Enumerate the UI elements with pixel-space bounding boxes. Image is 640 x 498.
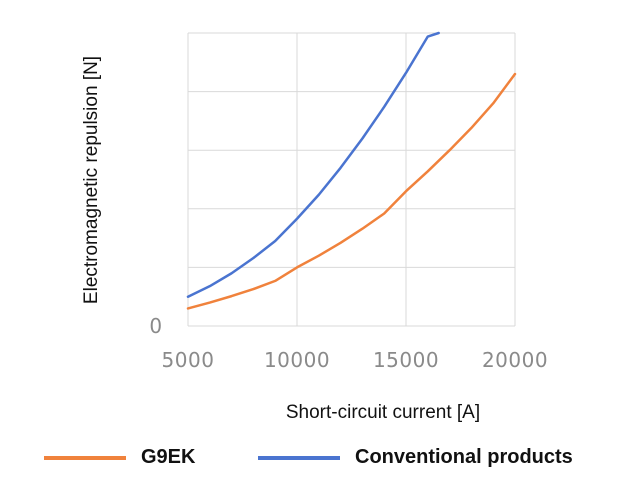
series-line-g9ek — [186, 72, 517, 310]
chart-grid — [187, 32, 516, 327]
x-axis-label: Short-circuit current [A] — [286, 402, 480, 423]
legend-label-conventional: Conventional products — [355, 446, 573, 468]
x-tick-label: 15000 — [373, 348, 439, 372]
x-tick-label: 5000 — [162, 348, 215, 372]
x-axis-ticks: 5000 10000 15000 20000 — [162, 348, 548, 372]
chart: 5000 10000 15000 20000 0 Short-circuit curr… — [81, 31, 548, 423]
series-line-conventional — [186, 31, 440, 298]
x-tick-label: 20000 — [482, 348, 548, 372]
chart-series-group — [186, 31, 517, 310]
chart-legend: G9EK Conventional products — [0, 444, 640, 474]
y-tick-label: 0 — [149, 314, 162, 338]
y-axis-label: Electromagnetic repulsion [N] — [81, 56, 102, 304]
x-tick-label: 10000 — [264, 348, 330, 372]
legend-label-g9ek: G9EK — [141, 446, 196, 468]
y-axis-ticks: 0 — [149, 314, 162, 338]
legend-swatch-g9ek — [44, 456, 126, 460]
legend-swatch-conventional — [258, 456, 340, 460]
